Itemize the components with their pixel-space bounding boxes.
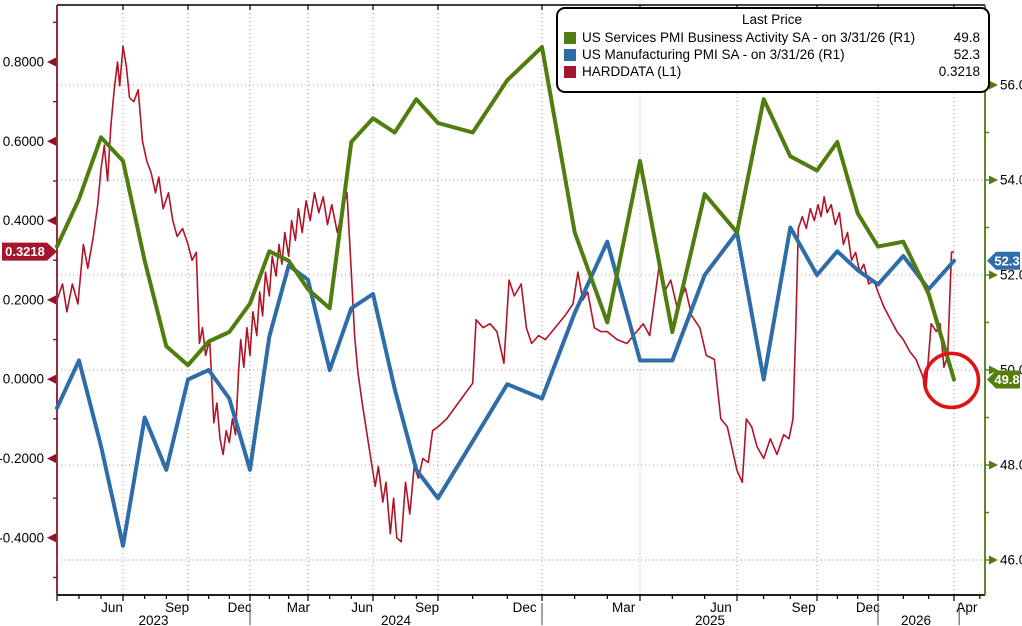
left-badge-value: 0.3218 <box>5 244 45 259</box>
legend-label: US Services PMI Business Activity SA - o… <box>582 30 916 45</box>
legend-item-services: US Services PMI Business Activity SA - o… <box>564 29 980 46</box>
left-tick-arrow-icon <box>47 216 56 226</box>
manufacturing-pmi-line <box>55 225 956 548</box>
left-axis-label: -0.2000 <box>0 451 44 466</box>
left-axis-label: -0.4000 <box>0 530 44 545</box>
year-label: 2023 <box>138 613 168 626</box>
legend-value: 0.3218 <box>938 64 980 79</box>
right-tick-arrow-icon <box>989 80 998 90</box>
left-tick-arrow-icon <box>47 533 56 543</box>
month-label: Sep <box>165 600 189 615</box>
services-swatch-icon <box>564 31 576 44</box>
legend-title: Last Price <box>741 12 803 27</box>
month-label: Dec <box>856 600 880 615</box>
right-tick-arrow-icon <box>989 365 998 375</box>
right-badge-value: 52.3 <box>994 253 1019 268</box>
legend-box[interactable]: Last Price US Services PMI Business Acti… <box>556 7 990 93</box>
right-tick-arrow-icon <box>989 175 998 185</box>
left-axis-label: 0.4000 <box>3 213 44 228</box>
left-tick-arrow-icon <box>47 136 56 146</box>
month-label: Sep <box>415 600 439 615</box>
legend-item-manufacturing: US Manufacturing PMI SA - on 3/31/26 (R1… <box>564 46 980 63</box>
right-badge-value: 49.8 <box>994 372 1019 387</box>
year-label: 2026 <box>901 613 931 626</box>
right-axis-badge <box>987 370 1020 389</box>
month-label: Apr <box>956 600 978 615</box>
right-axis-label: 56.0 <box>1000 78 1022 93</box>
services-pmi-line <box>55 45 956 382</box>
year-label: 2024 <box>381 613 412 626</box>
highlight-circle-annotation <box>922 351 981 410</box>
month-label: Jun <box>710 600 732 615</box>
left-axis-badge <box>2 242 57 261</box>
left-tick-arrow-icon <box>47 454 56 463</box>
right-axis-label: 46.0 <box>1000 553 1022 568</box>
left-axis-label: 0.8000 <box>3 55 44 70</box>
year-label: 2025 <box>695 613 725 626</box>
left-axis-label: 0.2000 <box>3 292 44 307</box>
month-label: Dec <box>228 600 252 615</box>
left-tick-arrow-icon <box>47 57 56 67</box>
legend-label: HARDDATA (L1) <box>582 64 682 79</box>
left-tick-arrow-icon <box>47 374 56 384</box>
month-label: Jun <box>351 600 373 615</box>
left-axis-label: 0.6000 <box>3 134 44 149</box>
right-tick-arrow-icon <box>989 460 998 470</box>
month-label: Sep <box>792 600 816 615</box>
plot-area[interactable] <box>57 5 985 595</box>
legend-label: US Manufacturing PMI SA - on 3/31/26 (R1… <box>582 47 845 62</box>
left-axis-label: 0.0000 <box>3 372 44 387</box>
month-label: Jun <box>101 600 123 615</box>
right-axis-label: 52.0 <box>1000 268 1022 283</box>
right-tick-arrow-icon <box>989 270 998 280</box>
right-axis-label: 48.0 <box>1000 458 1022 473</box>
month-label: Mar <box>612 600 636 615</box>
right-axis-badge <box>987 251 1020 270</box>
legend-item-harddata: HARDDATA (L1) 0.3218 <box>564 63 980 80</box>
month-label: Mar <box>287 600 311 615</box>
left-tick-arrow-icon <box>47 295 56 305</box>
legend-value: 52.3 <box>953 47 980 62</box>
month-label: Dec <box>513 600 537 615</box>
harddata-swatch-icon <box>564 65 576 78</box>
legend-value: 49.8 <box>953 30 980 45</box>
right-tick-arrow-icon <box>989 555 998 565</box>
right-axis-label: 54.0 <box>1000 173 1022 188</box>
manufacturing-swatch-icon <box>564 48 576 61</box>
